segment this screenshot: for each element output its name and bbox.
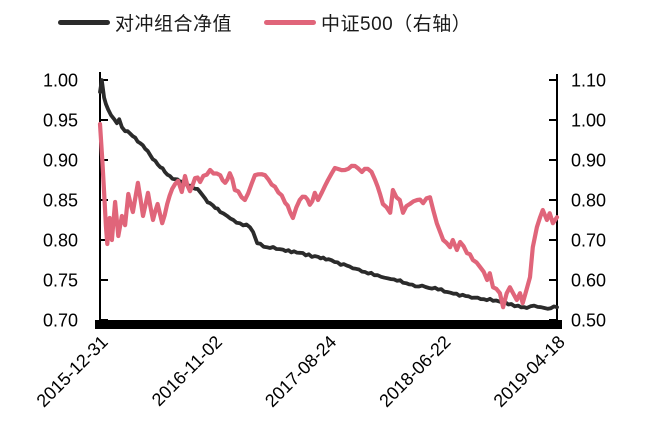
legend-item-csi500: 中证500（右轴） <box>264 9 471 36</box>
right-tick-label: 0.80 <box>571 191 606 211</box>
chart-legend: 对冲组合净值 中证500（右轴） <box>58 9 471 36</box>
series-line-1 <box>97 121 560 310</box>
x-tick-label: 2017-08-24 <box>261 332 340 411</box>
x-tick-label: 2019-04-18 <box>490 332 569 411</box>
plot-frame <box>95 72 562 329</box>
x-tick-label: 2015-12-31 <box>33 332 112 411</box>
right-tick-label: 1.10 <box>571 71 606 91</box>
left-tick-label: 1.00 <box>43 71 78 91</box>
left-tick-label: 0.95 <box>43 111 78 131</box>
csi500-line-swatch <box>264 20 317 25</box>
y-axis-left: 1.00 0.95 0.90 0.85 0.80 0.75 0.70 <box>43 71 108 331</box>
x-axis: 2015-12-31 2016-11-02 2017-08-24 2018-06-22… <box>33 332 569 411</box>
plot-series <box>97 78 560 311</box>
hedge-line-swatch <box>58 20 110 25</box>
legend-label-csi500: 中证500（右轴） <box>321 14 472 35</box>
right-tick-label: 0.90 <box>571 151 606 171</box>
x-tick-label: 2018-06-22 <box>375 332 454 411</box>
legend-item-hedge-portfolio: 对冲组合净值 <box>58 9 232 36</box>
bottom-axis-spine <box>95 320 562 329</box>
x-tick-label: 2016-11-02 <box>148 332 226 410</box>
y-axis-right: 1.10 1.00 0.90 0.80 0.70 0.60 0.50 <box>549 71 606 331</box>
series-line-0 <box>98 78 559 311</box>
left-tick-label: 0.75 <box>43 271 78 291</box>
right-tick-label: 0.60 <box>571 271 606 291</box>
left-tick-label: 0.90 <box>43 151 78 171</box>
right-tick-label: 0.50 <box>571 311 606 331</box>
right-tick-label: 0.70 <box>571 231 606 251</box>
left-tick-label: 0.85 <box>43 191 78 211</box>
left-tick-label: 0.80 <box>43 231 78 251</box>
legend-label-hedge-portfolio: 对冲组合净值 <box>115 14 233 35</box>
left-tick-label: 0.70 <box>43 311 78 331</box>
right-tick-label: 1.00 <box>571 111 606 131</box>
